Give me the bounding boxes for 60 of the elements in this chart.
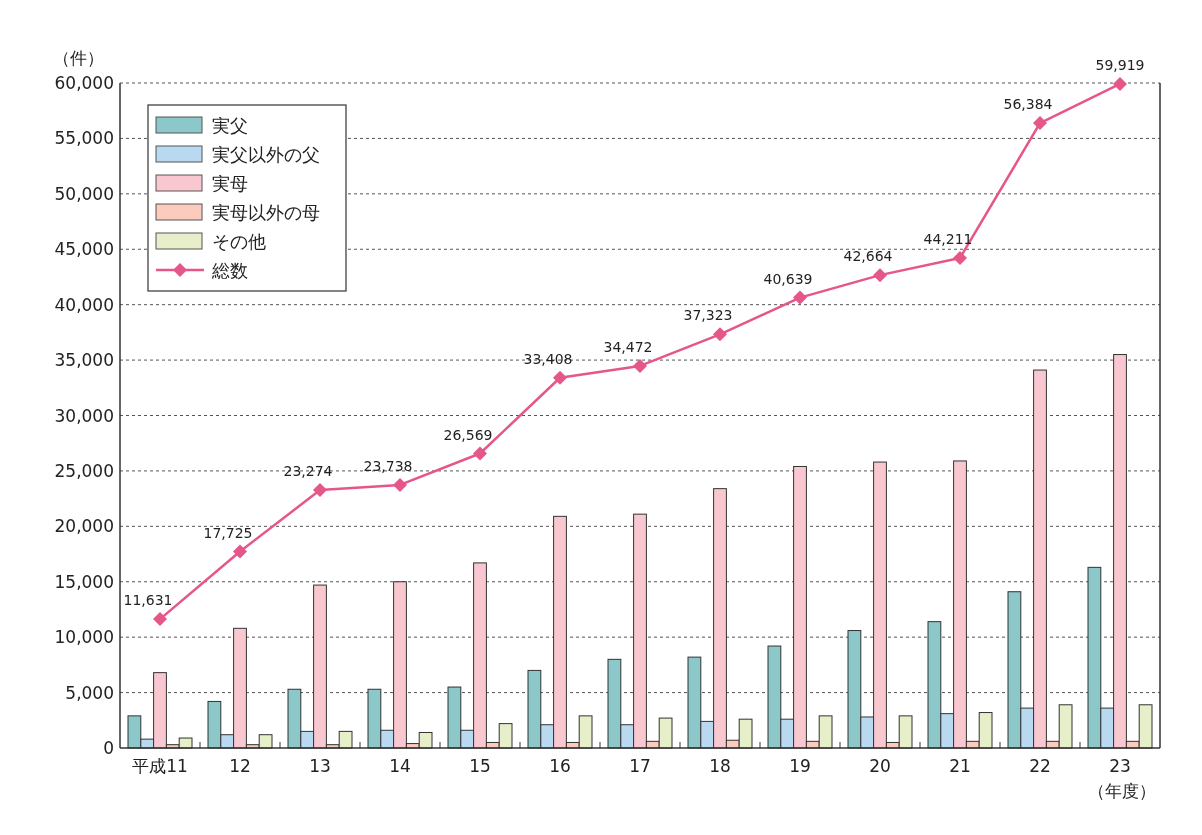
legend-label: 実母以外の母 (212, 202, 320, 223)
y-tick-label: 45,000 (54, 239, 114, 260)
x-tick-label: 平成11 (132, 756, 188, 776)
x-tick-label: 12 (229, 756, 251, 776)
point (713, 327, 727, 342)
x-tick-label: 15 (469, 756, 491, 776)
data-label: 26,569 (443, 426, 493, 443)
point (313, 483, 327, 498)
x-tick-label: 22 (1029, 756, 1051, 776)
x-axis-title: （年度） (1088, 781, 1156, 801)
legend-label: 実父 (212, 115, 248, 136)
data-label: 56,384 (1003, 96, 1053, 113)
data-label: 11,631 (123, 592, 173, 609)
data-label: 17,725 (203, 524, 253, 541)
data-label: 44,211 (923, 230, 973, 247)
legend-label: その他 (212, 231, 266, 252)
y-tick-label: 20,000 (54, 516, 114, 537)
y-tick-label: 35,000 (54, 350, 114, 371)
x-tick-label: 21 (949, 756, 971, 776)
point (633, 358, 647, 373)
x-tick-label: 20 (869, 756, 891, 776)
data-label: 37,323 (683, 307, 733, 324)
point (473, 446, 487, 461)
point (873, 268, 887, 283)
data-label: 23,274 (283, 463, 333, 480)
y-tick-label: 50,000 (54, 183, 114, 204)
x-tick-label: 18 (709, 756, 731, 776)
data-label: 42,664 (843, 248, 893, 265)
y-tick-label: 25,000 (54, 460, 114, 481)
data-label: 23,738 (363, 457, 413, 474)
point (953, 250, 967, 265)
x-tick-label: 14 (389, 756, 411, 776)
x-tick-label: 17 (629, 756, 651, 776)
data-label: 34,472 (603, 338, 653, 355)
data-label: 40,639 (763, 270, 813, 287)
y-tick-label: 10,000 (54, 627, 114, 648)
x-tick-label: 23 (1109, 756, 1131, 776)
point (153, 612, 167, 627)
y-tick-label: 60,000 (54, 73, 114, 93)
y-tick-label: 0 (103, 738, 114, 758)
data-label: 59,919 (1095, 56, 1145, 73)
x-tick-label: 13 (309, 756, 331, 776)
y-tick-label: 40,000 (54, 294, 114, 315)
data-label: 33,408 (523, 350, 573, 367)
x-tick-label: 19 (789, 756, 811, 776)
y-tick-label: 15,000 (54, 571, 114, 592)
point (1033, 116, 1047, 131)
point (553, 370, 567, 385)
legend-label: 実母 (212, 173, 248, 194)
y-tick-label: 5,000 (65, 682, 114, 703)
x-tick-label: 16 (549, 756, 571, 776)
legend-label: 実父以外の父 (212, 144, 320, 165)
y-tick-label: 30,000 (54, 405, 114, 426)
point (393, 477, 407, 492)
y-tick-label: 55,000 (54, 128, 114, 149)
legend-label: 総数 (211, 260, 248, 281)
point (1113, 76, 1127, 91)
point (233, 544, 247, 559)
point (793, 290, 807, 305)
y-axis-title: （件） (52, 48, 104, 68)
